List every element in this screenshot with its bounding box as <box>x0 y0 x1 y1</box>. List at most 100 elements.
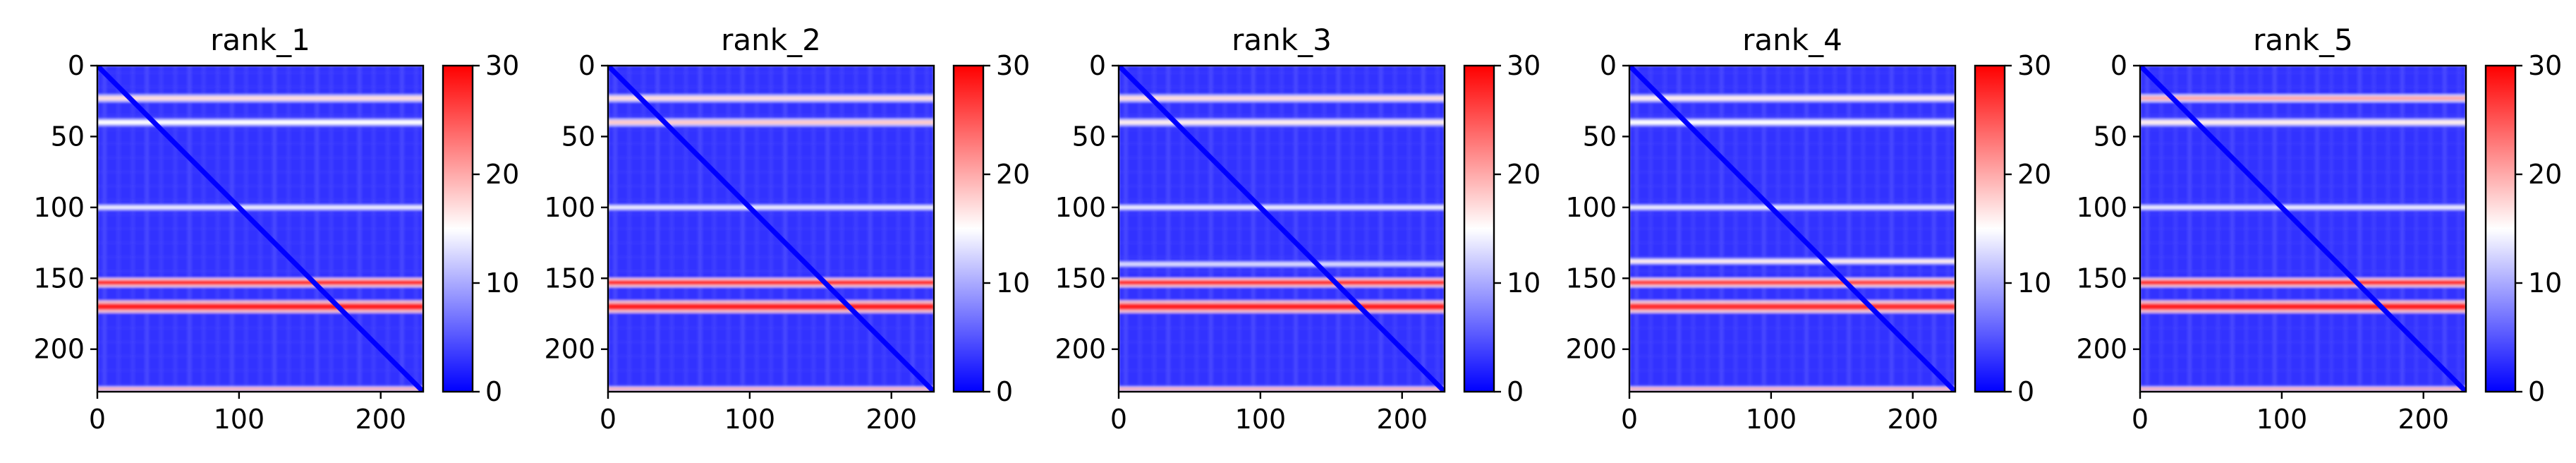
x-tick-label: 100 <box>2256 404 2308 435</box>
heatmap-band-core <box>97 280 423 285</box>
panel-title: rank_5 <box>2253 23 2353 57</box>
colorbar <box>443 66 473 392</box>
heatmap-band-core <box>2140 205 2466 210</box>
y-tick-label: 200 <box>544 334 595 365</box>
heatmap-band-core <box>2140 96 2466 100</box>
heatmap-band-core <box>1629 120 1955 125</box>
colorbar-frame <box>2484 64 2517 393</box>
heatmap-band-core <box>1629 259 1955 263</box>
colorbar-tick-label: 30 <box>996 50 1030 81</box>
plot-frame <box>1117 64 1446 393</box>
heatmap-band-core <box>608 120 934 125</box>
colorbar-tick-label: 10 <box>1507 267 1541 299</box>
y-tick-label: 150 <box>2076 263 2127 294</box>
colorbar-tick-label: 20 <box>2017 159 2051 190</box>
y-tick-label: 0 <box>2110 50 2127 81</box>
y-tick-label: 150 <box>33 263 85 294</box>
heatmap-band-core <box>2140 387 2466 390</box>
x-tick-label: 0 <box>89 404 106 435</box>
colorbar-tick-label: 30 <box>2528 50 2562 81</box>
y-tick-label: 150 <box>544 263 595 294</box>
panel-4: rank_4 0 100 200 0 50 100 150 200 0 10 20 30 <box>1565 23 2051 435</box>
heatmap-band-core <box>1119 387 1445 390</box>
colorbar-tick-label: 0 <box>1507 376 1524 407</box>
y-tick-label: 50 <box>1583 121 1617 152</box>
y-tick-label: 200 <box>1565 334 1617 365</box>
x-tick-label: 200 <box>865 404 917 435</box>
colorbar-tick-label: 30 <box>485 50 519 81</box>
heatmap-image <box>608 66 934 392</box>
heatmap-band-core <box>97 120 423 125</box>
panel-title: rank_3 <box>1232 23 1332 57</box>
x-tick-label: 0 <box>600 404 616 435</box>
x-tick-label: 200 <box>355 404 406 435</box>
heatmap-diagonal <box>97 66 423 392</box>
y-tick-label: 100 <box>1565 192 1617 223</box>
y-tick-label: 150 <box>1565 263 1617 294</box>
heatmap-band-core <box>1119 120 1445 125</box>
y-tick-label: 100 <box>2076 192 2127 223</box>
colorbar <box>2486 66 2515 392</box>
heatmap-band-core <box>2140 303 2466 310</box>
x-tick-label: 200 <box>2398 404 2449 435</box>
x-tick-label: 200 <box>1887 404 1938 435</box>
colorbar-tick-label: 0 <box>996 376 1013 407</box>
colorbar-tick-label: 20 <box>485 159 519 190</box>
heatmap-band-core <box>97 96 423 100</box>
y-tick-label: 200 <box>2076 334 2127 365</box>
heatmap-band-core <box>608 205 934 210</box>
panel-5: rank_5 0 100 200 0 50 100 150 200 0 10 20 30 <box>2076 23 2562 435</box>
heatmap-band-core <box>1119 303 1445 310</box>
heatmap-diagonal <box>608 66 934 392</box>
y-tick-label: 200 <box>33 334 85 365</box>
colorbar <box>1464 66 1494 392</box>
x-tick-label: 100 <box>1746 404 1797 435</box>
y-tick-label: 0 <box>1600 50 1617 81</box>
heatmap-band-core <box>2140 120 2466 125</box>
y-tick-label: 50 <box>1072 121 1106 152</box>
colorbar-tick-label: 20 <box>2528 159 2562 190</box>
colorbar-frame <box>952 64 985 393</box>
y-tick-label: 100 <box>1055 192 1106 223</box>
colorbar-frame <box>1974 64 2006 393</box>
plot-frame <box>96 64 425 393</box>
colorbar-tick-label: 20 <box>996 159 1030 190</box>
x-tick-label: 0 <box>1110 404 1127 435</box>
y-tick-label: 0 <box>68 50 85 81</box>
colorbar-tick-label: 10 <box>996 267 1030 299</box>
panel-title: rank_2 <box>721 23 821 57</box>
x-tick-label: 100 <box>1235 404 1287 435</box>
heatmap-band-core <box>1629 280 1955 285</box>
panel-1: rank_1 0 100 200 0 50 100 150 200 0 10 20 30 <box>33 23 519 435</box>
panel-3: rank_3 0 100 200 0 50 100 150 200 0 10 20 30 <box>1055 23 1541 435</box>
heatmap-band-core <box>1119 96 1445 100</box>
y-tick-label: 50 <box>561 121 595 152</box>
y-tick-label: 0 <box>1089 50 1106 81</box>
heatmap-image <box>97 66 423 392</box>
heatmap-band-core <box>97 387 423 390</box>
heatmap-image <box>2140 66 2466 392</box>
y-tick-label: 150 <box>1055 263 1106 294</box>
heatmap-band-core <box>97 205 423 210</box>
heatmap-band-core <box>1119 263 1445 266</box>
y-tick-label: 50 <box>2094 121 2127 152</box>
heatmap-band-core <box>608 280 934 285</box>
colorbar-frame <box>442 64 474 393</box>
x-tick-label: 0 <box>1621 404 1638 435</box>
heatmap-band-core <box>1119 280 1445 285</box>
heatmap-band-core <box>97 303 423 310</box>
panel-title: rank_1 <box>210 23 310 57</box>
heatmap-band-core <box>1629 387 1955 390</box>
colorbar-tick-label: 0 <box>2528 376 2545 407</box>
colorbar-tick-label: 30 <box>2017 50 2051 81</box>
y-tick-label: 100 <box>544 192 595 223</box>
heatmap-image <box>1119 66 1445 392</box>
heatmap-image <box>1629 66 1955 392</box>
colorbar <box>1975 66 2005 392</box>
colorbar-tick-label: 30 <box>1507 50 1541 81</box>
colorbar-tick-label: 20 <box>1507 159 1541 190</box>
x-tick-label: 100 <box>214 404 265 435</box>
heatmap-diagonal <box>2140 66 2466 392</box>
plot-frame <box>1628 64 1957 393</box>
